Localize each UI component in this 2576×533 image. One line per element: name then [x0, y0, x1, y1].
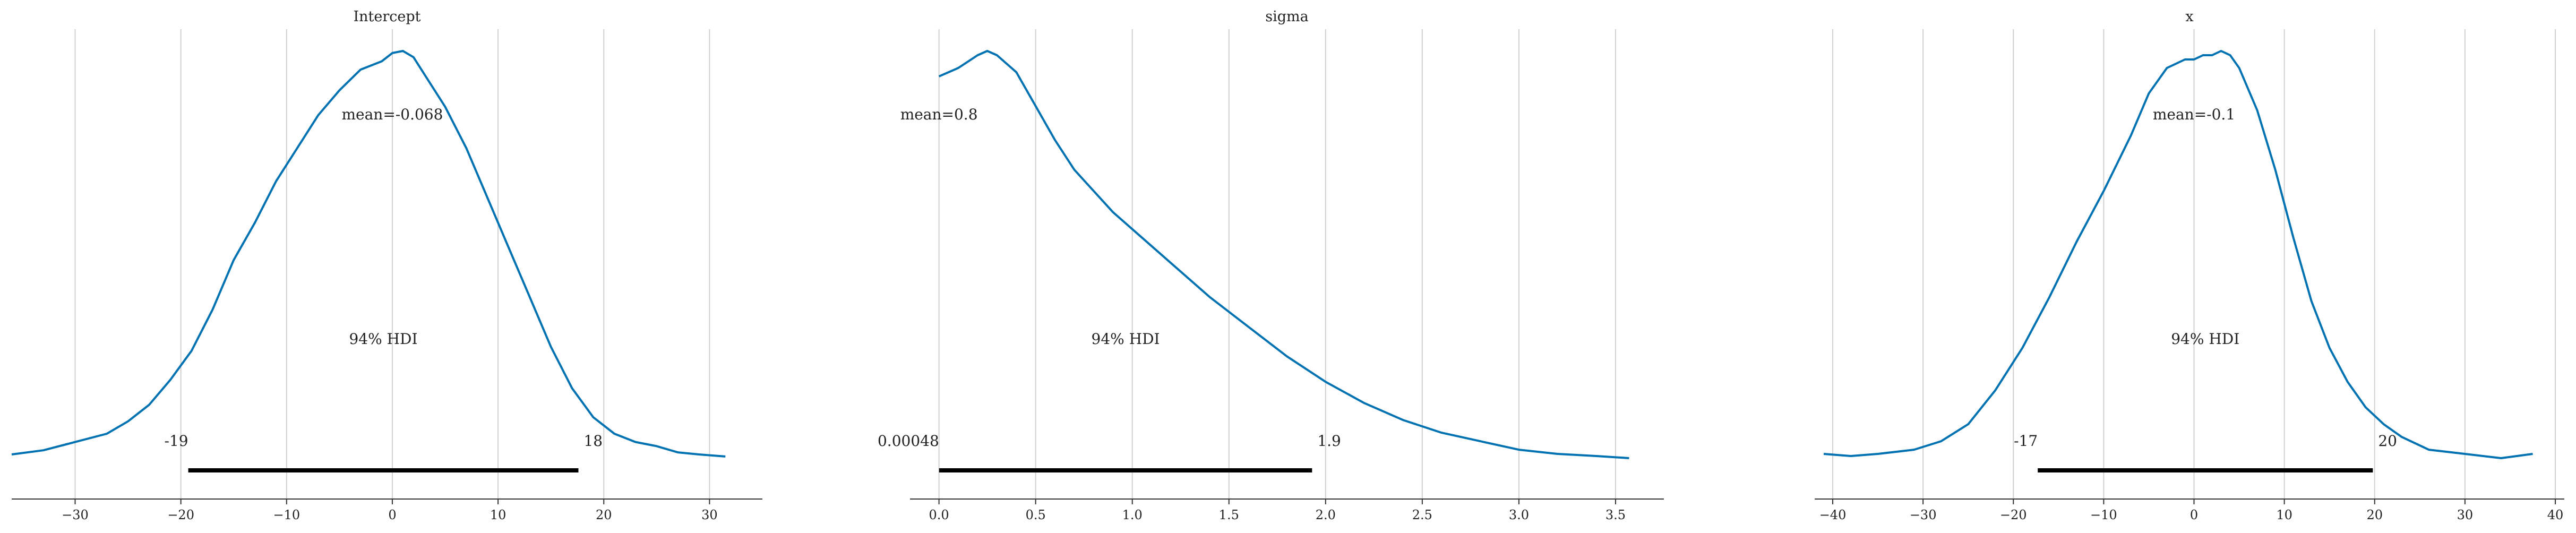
panel-title: Intercept — [353, 8, 420, 25]
panel-title: x — [2185, 8, 2193, 25]
x-tick-label: 3.0 — [1509, 508, 1529, 522]
x-tick-label: 0 — [2190, 508, 2198, 522]
x-tick-label: 2.5 — [1412, 508, 1432, 522]
hdi-upper-label: 20 — [2378, 432, 2397, 450]
mean-label: mean=-0.068 — [341, 106, 443, 123]
hdi-lower-label: -17 — [2014, 432, 2038, 450]
x-tick-label: 30 — [701, 508, 718, 522]
x-tick-label: −10 — [2090, 508, 2117, 522]
x-tick-label: 3.5 — [1605, 508, 1626, 522]
hdi-label: 94% HDI — [1092, 330, 1160, 348]
hdi-lower-label: 0.00048 — [878, 432, 939, 450]
x-tick-label: 1.0 — [1122, 508, 1143, 522]
panel-x: −40 −30 −20 −10 0 10 20 30 40 x mean=-0.1 94% HDI -1… — [1815, 8, 2564, 522]
x-tick-label: 1.5 — [1219, 508, 1239, 522]
density-curve — [938, 50, 1629, 459]
x-tick-label: 10 — [2276, 508, 2292, 522]
x-tick-label: 0 — [388, 508, 396, 522]
panel-title: sigma — [1265, 8, 1308, 25]
x-tick-label: 0.0 — [929, 508, 949, 522]
hdi-upper-label: 1.9 — [1317, 432, 1341, 450]
x-tick-label: −20 — [2000, 508, 2027, 522]
x-tick-label: −30 — [1910, 508, 1937, 522]
mean-label: mean=-0.1 — [2153, 106, 2235, 123]
density-curve — [11, 50, 726, 458]
x-tick-label: −20 — [167, 508, 194, 522]
x-tick-label: −40 — [1819, 508, 1847, 522]
hdi-lower-label: -19 — [164, 432, 188, 450]
x-tick-label: 40 — [2547, 508, 2564, 522]
panel-intercept: −30 −20 −10 0 10 20 30 Intercept mean=-0.068 94% … — [11, 8, 762, 522]
x-tick-label: 20 — [2366, 508, 2383, 522]
x-tick-label: 0.5 — [1026, 508, 1046, 522]
density-curve — [1823, 50, 2533, 459]
panel-sigma: 0.0 0.5 1.0 1.5 2.0 2.5 3.0 3.5 sigma mean=0.8 94%… — [878, 8, 1664, 522]
x-tick-label: 10 — [490, 508, 506, 522]
hdi-upper-label: 18 — [583, 432, 603, 450]
x-tick-label: 20 — [596, 508, 612, 522]
hdi-label: 94% HDI — [349, 330, 417, 348]
mean-label: mean=0.8 — [900, 106, 978, 123]
x-tick-label: −10 — [273, 508, 300, 522]
x-tick-label: −30 — [62, 508, 89, 522]
x-tick-label: 2.0 — [1316, 508, 1336, 522]
x-tick-label: 30 — [2457, 508, 2474, 522]
hdi-label: 94% HDI — [2171, 330, 2239, 348]
